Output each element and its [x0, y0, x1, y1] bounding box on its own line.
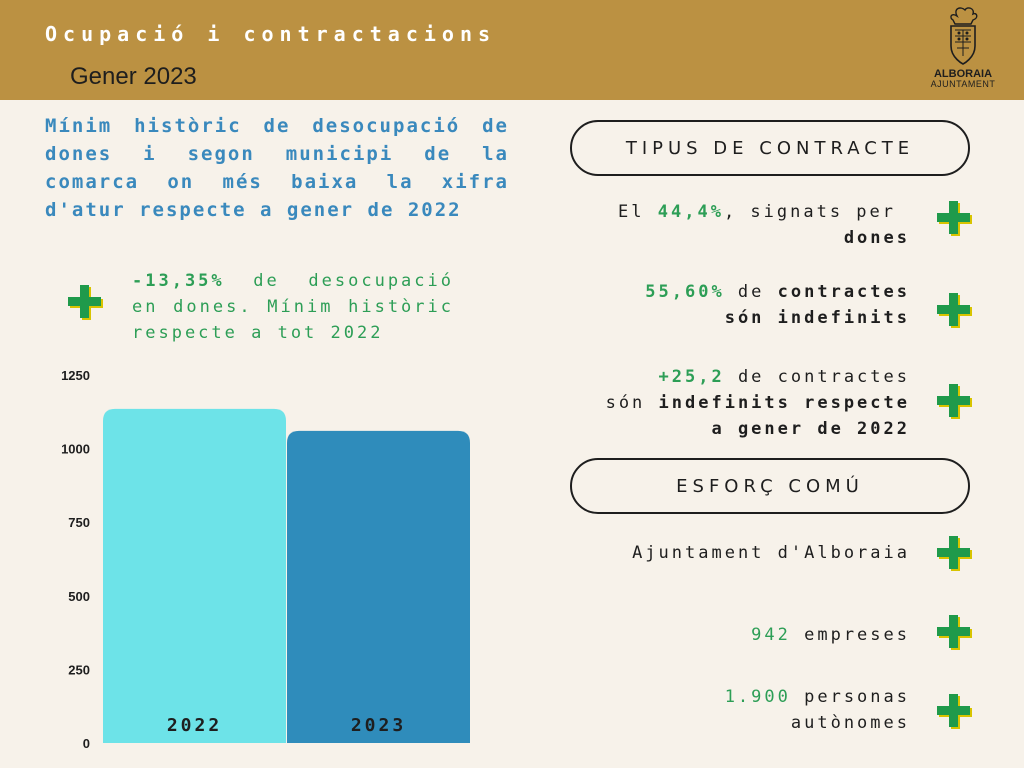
item-value: 55,60%	[645, 282, 725, 302]
common-effort-header: ESFORÇ COMÚ	[570, 458, 970, 514]
effort-item-council: Ajuntament d'Alboraia	[632, 540, 910, 566]
y-tick-label: 1250	[61, 368, 90, 383]
item-value: 942	[751, 625, 791, 645]
item-text: de	[724, 282, 778, 302]
page-title: Ocupació i contractacions	[45, 22, 497, 46]
item-bold: dones	[843, 228, 910, 248]
effort-item-companies: 942 empreses	[751, 622, 910, 648]
y-tick-label: 750	[68, 515, 90, 530]
contract-item-indefinite: 55,60% de contractes són indefinits	[645, 279, 910, 331]
item-text: de contractes	[724, 367, 910, 387]
category-label: 2022	[167, 715, 222, 736]
plus-icon	[937, 536, 972, 571]
plus-icon	[937, 201, 972, 236]
plus-icon	[937, 293, 972, 328]
effort-item-self-employed: 1.900 personas autònomes	[725, 684, 910, 736]
item-text: empreses	[790, 625, 910, 645]
item-text: personas	[790, 687, 910, 707]
category-label: 2023	[351, 715, 406, 736]
plus-icon	[937, 384, 972, 419]
unemployment-bar-chart: 0 250 500 750 1000 1250 2022 2023	[61, 368, 470, 751]
item-value: 44,4%	[657, 202, 724, 222]
alboraia-logo: ALBORAIA AJUNTAMENT	[926, 6, 1000, 94]
header-bar: Ocupació i contractacions Gener 2023 ALB…	[0, 0, 1024, 100]
y-tick-label: 1000	[61, 442, 90, 457]
item-bold: són indefinits	[724, 308, 910, 328]
y-axis: 0 250 500 750 1000 1250	[61, 368, 90, 751]
coat-of-arms-icon	[950, 7, 978, 65]
plus-icon	[68, 285, 103, 320]
contract-item-increase: +25,2 de contractes són indefinits respe…	[606, 364, 910, 442]
lead-text: Mínim històric de desocupació de dones i…	[45, 115, 509, 221]
women-unemployment-stat: -13,35% de desocupació en dones. Mínim h…	[132, 268, 454, 346]
logo-name: ALBORAIA	[933, 68, 993, 80]
bar-2022	[103, 408, 286, 743]
item-value: +25,2	[658, 367, 725, 387]
y-tick-label: 0	[83, 736, 90, 751]
plus-icon	[937, 694, 972, 729]
item-bold: indefinits respecte	[658, 393, 910, 413]
page-subtitle: Gener 2023	[70, 63, 197, 90]
y-tick-label: 500	[68, 589, 90, 604]
bar-2023	[287, 430, 470, 743]
plus-icon	[937, 615, 972, 650]
item-value: 1.900	[724, 687, 791, 707]
item-text: , signats per	[723, 202, 896, 222]
item-text: autònomes	[790, 713, 910, 733]
item-bold: contractes	[777, 282, 910, 302]
item-bold: a gener de 2022	[711, 419, 910, 439]
contract-type-header: TIPUS DE CONTRACTE	[570, 120, 970, 176]
logo-subtitle: AJUNTAMENT	[930, 79, 996, 89]
item-text: Ajuntament d'Alboraia	[632, 543, 910, 563]
item-text: El	[618, 202, 658, 222]
y-tick-label: 250	[68, 662, 90, 677]
item-text: són	[605, 393, 659, 413]
stat-text: de desocupació en dones. Mínim històric …	[132, 271, 454, 343]
bars: 2022 2023	[103, 408, 470, 743]
stat-highlight: -13,35%	[132, 271, 225, 291]
contract-item-women: El 44,4%, signats per dones	[618, 199, 910, 251]
